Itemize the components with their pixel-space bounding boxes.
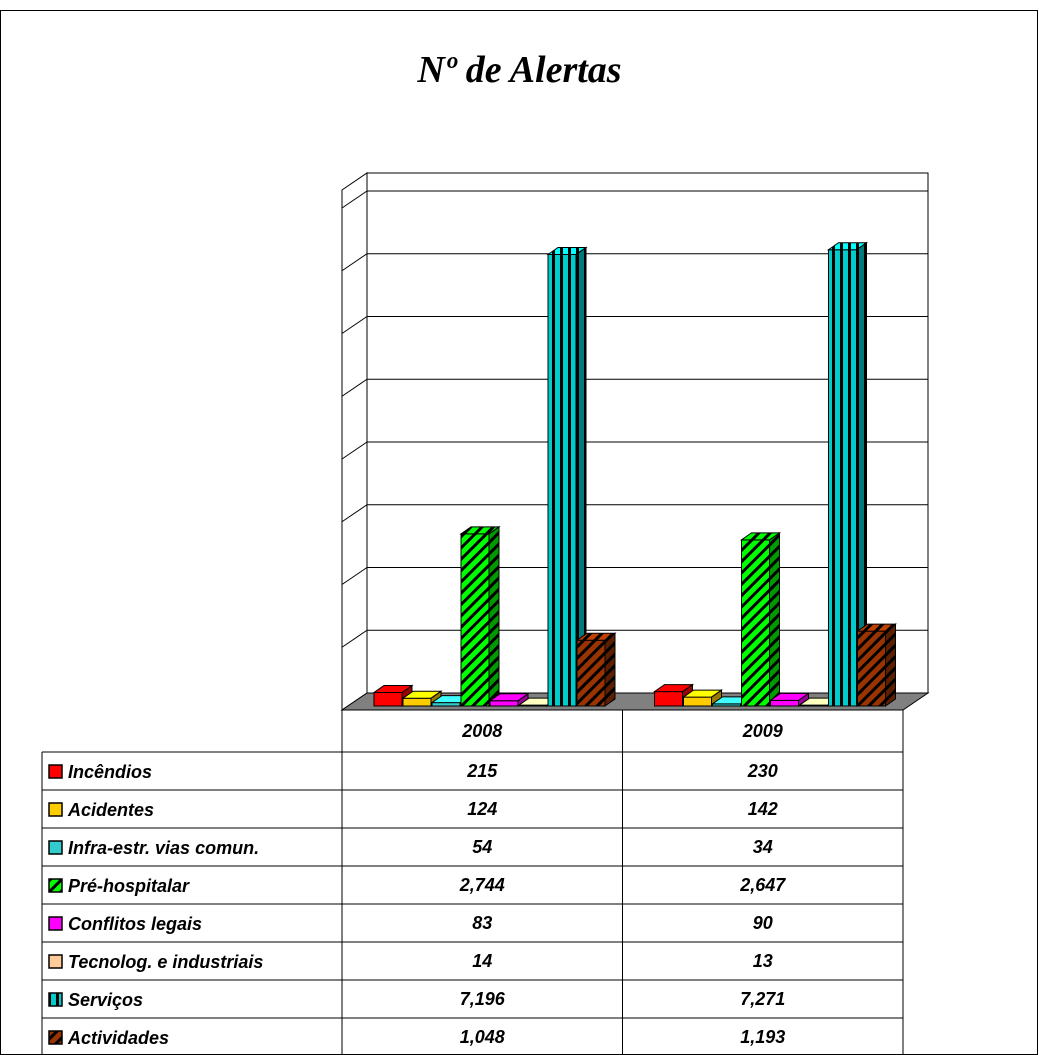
- data-value: 2,744: [459, 875, 505, 895]
- legend-key: [48, 954, 63, 969]
- bar-2008-3: [459, 525, 501, 707]
- legend-key: [48, 992, 63, 1007]
- data-value: 90: [753, 913, 773, 933]
- data-table: 2008 2009 Incêndios 215 230 Acidentes 124 142 In…: [41, 710, 904, 1055]
- legend-key: [48, 764, 63, 779]
- bar-2009-6: [826, 241, 869, 707]
- bar-2008-4: [488, 692, 530, 707]
- data-value: 142: [748, 799, 778, 819]
- side-wall: [341, 172, 368, 711]
- bar-2009-3: [739, 531, 782, 707]
- bar-2008-6: [546, 246, 588, 707]
- data-value: 83: [472, 913, 492, 933]
- category-label-2009: 2009: [742, 721, 783, 741]
- bar-2009-1: [681, 689, 724, 707]
- legend-label: Infra-estr. vias comun.: [68, 838, 259, 858]
- data-value: 1,193: [740, 1027, 785, 1047]
- category-label-2008: 2008: [461, 721, 502, 741]
- table-grid: [41, 710, 904, 1055]
- legend-label: Serviços: [68, 990, 143, 1010]
- legend-key: [48, 878, 63, 893]
- data-value: 54: [472, 837, 492, 857]
- data-value: 215: [466, 761, 498, 781]
- legend-key: [48, 840, 63, 855]
- data-value: 34: [753, 837, 773, 857]
- legend-label: Incêndios: [68, 762, 152, 782]
- data-value: 14: [472, 951, 492, 971]
- data-value: 13: [753, 951, 773, 971]
- gridline: [341, 190, 928, 209]
- legend-key: [48, 1030, 63, 1045]
- data-value: 2,647: [739, 875, 786, 895]
- legend-label: Acidentes: [67, 800, 154, 820]
- bar-2008-0: [372, 684, 414, 707]
- bar-2009-7: [855, 623, 898, 707]
- chart-title: Nº de Alertas: [417, 49, 622, 91]
- legend-label: Conflitos legais: [68, 914, 202, 934]
- bar-2009-4: [768, 692, 811, 707]
- bar-2008-1: [401, 690, 443, 707]
- data-value: 7,196: [460, 989, 506, 1009]
- data-value: 7,271: [740, 989, 785, 1009]
- legend-key: [48, 802, 63, 817]
- legend-key: [48, 916, 63, 931]
- legend-label: Actividades: [67, 1028, 169, 1048]
- data-value: 124: [467, 799, 497, 819]
- data-value: 1,048: [460, 1027, 505, 1047]
- legend-label: Pré-hospitalar: [68, 876, 190, 896]
- bars-layer: [372, 241, 898, 707]
- data-value: 230: [747, 761, 778, 781]
- bar-2008-7: [575, 632, 617, 707]
- legend-label: Tecnolog. e industriais: [68, 952, 263, 972]
